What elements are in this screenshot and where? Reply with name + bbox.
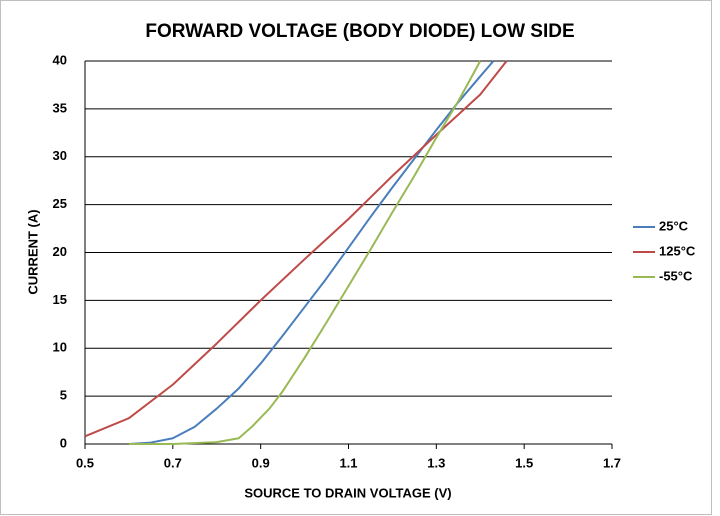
x-tick-label: 0.5 [76,455,94,470]
legend-label: 125°C [659,243,696,258]
y-tick-label: 15 [53,292,67,307]
x-tick-label: 1.5 [515,455,533,470]
y-tick-label: 35 [53,100,67,115]
x-tick-label: 1.7 [603,455,621,470]
x-axis-label: SOURCE TO DRAIN VOLTAGE (V) [244,485,451,500]
x-tick-label: 1.3 [427,455,445,470]
x-tick-label: 1.1 [339,455,357,470]
series-line [128,60,482,445]
y-tick-label: 40 [53,52,67,67]
y-tick-label: 0 [60,435,67,450]
y-tick-label: 20 [53,244,67,259]
legend-label: -55°C [659,268,693,283]
chart-title: FORWARD VOLTAGE (BODY DIODE) LOW SIDE [145,21,574,42]
series-line [84,60,508,438]
y-tick-label: 30 [53,148,67,163]
x-tick-label: 0.7 [164,455,182,470]
y-tick-label: 5 [60,388,67,403]
legend-label: 25°C [659,218,689,233]
y-tick-label: 25 [53,196,67,211]
series-line [128,60,495,445]
y-tick-label: 10 [53,340,67,355]
x-tick-label: 0.9 [252,455,270,470]
y-axis-label: CURRENT (A) [25,209,40,294]
